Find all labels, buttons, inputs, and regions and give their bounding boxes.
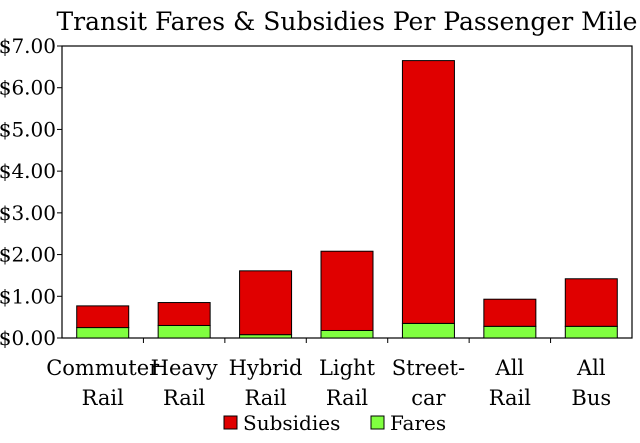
x-tick-label: Commuter xyxy=(46,356,160,380)
chart-title: Transit Fares & Subsidies Per Passenger … xyxy=(57,7,638,36)
legend-label-subsidies: Subsidies xyxy=(243,411,340,435)
bar-fares xyxy=(483,325,537,339)
x-tick-label: All xyxy=(576,356,606,380)
legend: Subsidies Fares xyxy=(223,411,446,435)
legend-swatch-subsidies xyxy=(223,415,238,430)
y-tick-label: $0.00 xyxy=(0,326,56,350)
y-tick-label: $7.00 xyxy=(0,34,56,58)
bar-subsidies xyxy=(320,250,374,331)
bar-fares xyxy=(239,334,293,339)
x-tick-label: Heavy xyxy=(151,356,218,380)
x-tick-label: Rail xyxy=(163,386,206,410)
legend-label-fares: Fares xyxy=(390,411,446,435)
y-tick-label: $4.00 xyxy=(0,159,56,183)
y-tick-label: $3.00 xyxy=(0,201,56,225)
bar-fares xyxy=(157,324,211,339)
y-tick-label: $1.00 xyxy=(0,284,56,308)
bar-subsidies xyxy=(76,305,130,329)
x-tick-label: Rail xyxy=(489,386,532,410)
x-tick-label: Rail xyxy=(244,386,287,410)
x-tick-label: Light xyxy=(319,356,376,380)
bar-subsidies xyxy=(483,298,537,327)
y-tick-label: $6.00 xyxy=(0,76,56,100)
bar-fares xyxy=(401,322,455,339)
bars xyxy=(76,60,618,339)
x-tick-label: Bus xyxy=(571,386,611,410)
x-tick-label: car xyxy=(411,386,446,410)
y-tick-label: $5.00 xyxy=(0,117,56,141)
bar-subsidies xyxy=(401,60,455,324)
x-tick-label: Rail xyxy=(82,386,125,410)
bar-subsidies xyxy=(564,278,618,327)
y-tick-label: $2.00 xyxy=(0,243,56,267)
x-tick-labels: CommuterRailHeavyRailHybridRailLightRail… xyxy=(46,356,611,410)
bar-subsidies xyxy=(157,302,211,326)
bar-fares xyxy=(76,327,130,339)
x-tick-label: Rail xyxy=(326,386,369,410)
legend-swatch-fares xyxy=(370,415,385,430)
axes: $0.00 $1.00 $2.00 $3.00 $4.00 $5.00 $6.00 $7.00 xyxy=(0,34,633,350)
bar-fares xyxy=(320,329,374,339)
x-tick-label: Street- xyxy=(392,356,465,380)
x-tick-label: All xyxy=(495,356,525,380)
bar-fares xyxy=(564,325,618,339)
x-tick-label: Hybrid xyxy=(229,356,303,380)
bar-subsidies xyxy=(239,270,293,336)
